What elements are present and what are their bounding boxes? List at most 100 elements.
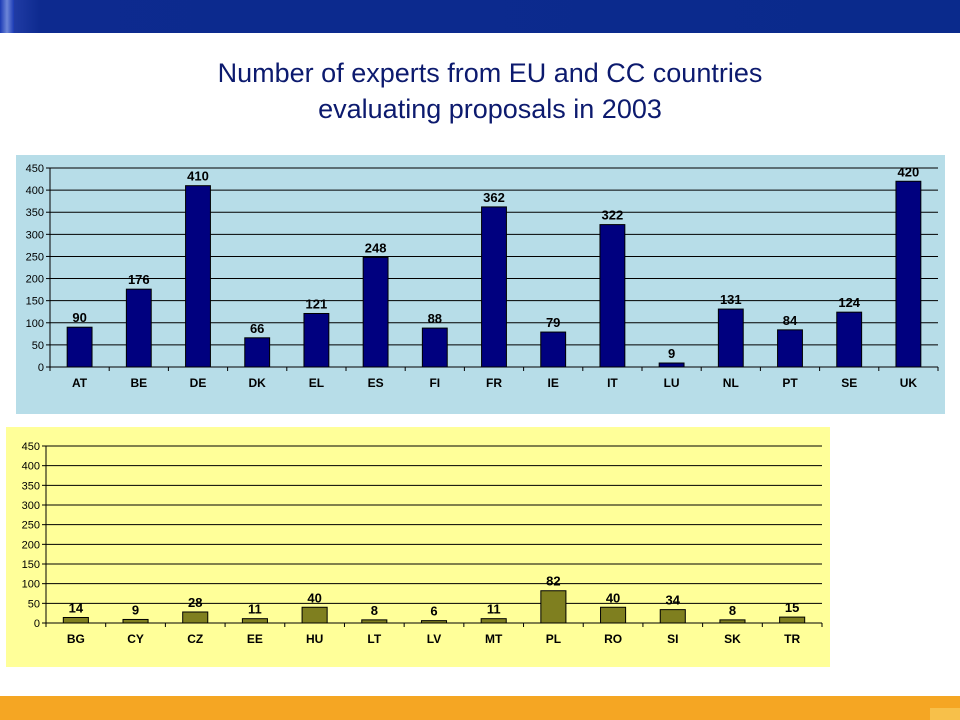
y-tick-label: 250 [26,251,44,263]
x-tick-label-uk: UK [900,376,918,390]
bar-hu [301,606,328,624]
x-tick-label-bg: BG [67,632,85,646]
data-label-es: 248 [365,240,387,255]
x-tick-label-at: AT [72,376,88,390]
data-label-lu: 9 [668,346,675,361]
y-tick-label: 450 [22,441,40,453]
bar-se [836,311,863,368]
bar-uk [895,180,922,368]
y-tick-label: 400 [26,185,44,197]
y-tick-label: 200 [26,274,44,286]
data-label-sk: 8 [729,603,736,618]
y-tick-label: 450 [26,163,44,175]
x-tick-label-lu: LU [664,376,680,390]
bar-it [599,224,626,368]
y-tick-label: 300 [22,500,40,512]
x-tick-label-it: IT [607,376,618,390]
x-tick-label-cy: CY [127,632,144,646]
x-tick-label-pt: PT [782,376,798,390]
bar-cy [122,618,149,624]
y-tick-label: 250 [22,520,40,532]
bar-ie [540,331,567,368]
data-label-mt: 11 [487,602,501,617]
y-tick-label: 400 [22,461,40,473]
data-label-nl: 131 [720,292,742,307]
x-tick-label-dk: DK [249,376,267,390]
bar-sk [719,619,746,624]
footer-corner-accent [930,708,960,720]
data-label-tr: 15 [785,600,799,615]
data-label-pt: 84 [783,313,798,328]
bar-pl [540,590,567,624]
x-tick-label-se: SE [841,376,857,390]
x-tick-label-be: BE [130,376,147,390]
data-label-fr: 362 [483,190,505,205]
y-tick-label: 50 [32,340,44,352]
x-tick-label-el: EL [309,376,324,390]
x-tick-label-es: ES [368,376,384,390]
data-label-fi: 88 [428,311,442,326]
data-label-be: 176 [128,272,150,287]
plot-area [46,446,822,623]
y-tick-label: 300 [26,229,44,241]
data-label-se: 124 [838,295,860,310]
y-tick-label: 0 [38,362,44,374]
x-tick-label-fi: FI [429,376,440,390]
data-label-it: 322 [602,208,624,223]
y-tick-label: 350 [22,480,40,492]
bar-mt [480,618,507,624]
bar-at [66,326,93,368]
slide-title-line-1: Number of experts from EU and CC countri… [217,58,763,88]
data-label-pl: 82 [546,574,560,589]
bar-de [185,185,211,368]
y-tick-label: 100 [22,579,40,591]
y-tick-label: 0 [34,618,40,630]
x-tick-label-hu: HU [306,632,323,646]
bar-ee [241,618,268,624]
bar-nl [717,308,744,368]
x-tick-label-tr: TR [784,632,800,646]
bar-lv [420,620,448,624]
data-label-el: 121 [306,296,328,311]
bar-fi [421,327,448,368]
cc-experts-bar-chart: 0 50 100 150 200 250 300 350 400 450 14 BG 9 CY 28 CZ 11… [6,427,830,667]
y-tick-label: 200 [22,539,40,551]
bar-ro [600,606,627,624]
data-label-bg: 14 [69,600,84,615]
x-tick-label-lv: LV [427,632,441,646]
bar-bg [62,616,89,624]
x-tick-label-ro: RO [604,632,622,646]
x-tick-label-de: DE [190,376,207,390]
bar-lu [658,362,685,368]
data-label-cz: 28 [188,595,202,610]
bar-pt [777,329,803,368]
bar-es [362,256,389,368]
data-label-ee: 11 [248,602,262,617]
y-tick-label: 150 [22,559,40,571]
data-label-uk: 420 [898,164,920,179]
bar-tr [779,616,806,624]
data-label-dk: 66 [250,321,264,336]
header-bar [0,0,960,33]
y-tick-label: 150 [26,296,44,308]
x-tick-label-ie: IE [548,376,559,390]
data-label-ro: 40 [606,590,620,605]
header-accent-stripe [0,0,14,33]
x-tick-label-nl: NL [723,376,739,390]
bar-lt [361,619,388,624]
x-tick-label-lt: LT [367,632,381,646]
x-tick-label-fr: FR [486,376,502,390]
slide-title: Number of experts from EU and CC countri… [100,55,880,127]
y-tick-label: 100 [26,318,44,330]
x-tick-label-cz: CZ [187,632,203,646]
data-label-lv: 6 [430,604,437,619]
x-tick-label-pl: PL [546,632,561,646]
data-label-at: 90 [72,310,86,325]
bar-fr [481,206,507,368]
data-label-lt: 8 [371,603,378,618]
data-label-cy: 9 [132,602,139,617]
eu-experts-bar-chart: 0 50 100 150 200 250 300 350 400 450 90 AT 176 BE 410 D… [16,155,945,414]
data-label-si: 34 [666,593,681,608]
x-tick-label-ee: EE [247,632,263,646]
y-tick-label: 350 [26,207,44,219]
